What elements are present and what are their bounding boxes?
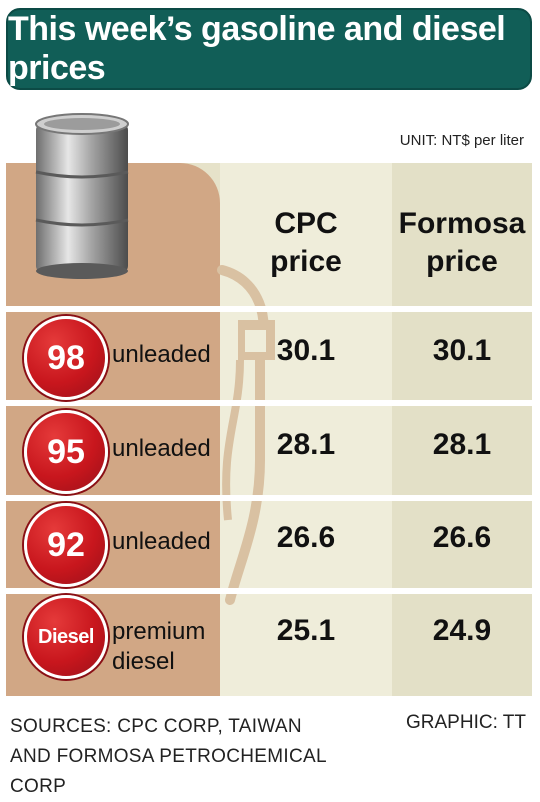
- chart-title: This week’s gasoline and diesel prices: [8, 10, 506, 87]
- row-label-92: unleaded: [112, 528, 211, 555]
- formosa-price-diesel: 24.9: [432, 614, 492, 647]
- oil-barrel-icon: [35, 113, 129, 279]
- title-bar: This week’s gasoline and diesel prices: [6, 8, 532, 90]
- cpc-price-diesel: 25.1: [276, 614, 336, 647]
- formosa-column-background: [392, 163, 532, 696]
- graphic-credit: GRAPHIC: TT: [406, 712, 526, 733]
- row-label-98: unleaded: [112, 341, 211, 368]
- formosa-header-line2: price: [426, 245, 498, 278]
- cpc-column-background: [220, 163, 392, 696]
- octane-98-badge: 98: [24, 316, 108, 400]
- formosa-header-line1: Formosa: [398, 207, 526, 240]
- sources-credit: SOURCES: CPC CORP, TAIWAN AND FORMOSA PE…: [10, 716, 327, 797]
- row-divider: [6, 400, 532, 406]
- octane-92-badge: 92: [24, 503, 108, 587]
- formosa-price-92: 26.6: [432, 521, 492, 554]
- fuel-nozzle-icon: [217, 265, 275, 605]
- unit-label: UNIT: NT$ per liter: [399, 132, 524, 149]
- cpc-header-line1: CPC: [274, 207, 338, 240]
- octane-95-badge: 95: [24, 410, 108, 494]
- formosa-price-header: Formosa price: [392, 205, 532, 281]
- cpc-header-line2: price: [270, 245, 342, 278]
- formosa-price-95: 28.1: [432, 428, 492, 461]
- row-label-diesel: premium diesel: [112, 618, 206, 675]
- cpc-price-98: 30.1: [276, 334, 336, 367]
- cpc-price-92: 26.6: [276, 521, 336, 554]
- diesel-badge: Diesel: [24, 595, 108, 679]
- cpc-price-95: 28.1: [276, 428, 336, 461]
- row-divider: [6, 306, 532, 312]
- row-label-95: unleaded: [112, 435, 211, 462]
- formosa-price-98: 30.1: [432, 334, 492, 367]
- row-divider: [6, 588, 532, 594]
- cpc-price-header: CPC price: [220, 205, 392, 281]
- row-divider: [6, 495, 532, 501]
